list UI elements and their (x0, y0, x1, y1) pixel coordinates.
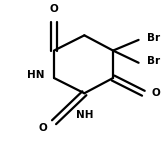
Text: NH: NH (76, 110, 93, 120)
Text: O: O (50, 4, 58, 14)
Text: O: O (151, 88, 160, 98)
Text: O: O (39, 123, 48, 133)
Text: Br: Br (147, 33, 160, 43)
Text: Br: Br (147, 56, 160, 66)
Text: HN: HN (27, 70, 44, 80)
